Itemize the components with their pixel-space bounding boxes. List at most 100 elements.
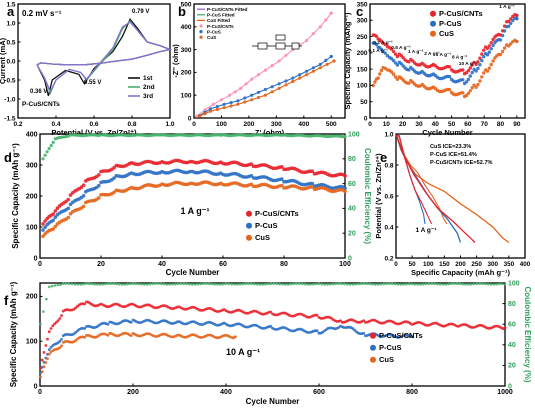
data-point xyxy=(76,283,80,286)
y-tick-label: 0 xyxy=(188,115,192,122)
data-point xyxy=(165,283,169,286)
data-point xyxy=(49,327,53,330)
legend-label: CuS xyxy=(379,355,394,364)
data-point xyxy=(51,324,55,328)
y-tick-label: 350 xyxy=(357,1,368,8)
data-point xyxy=(354,283,357,286)
data-point xyxy=(343,174,347,178)
data-point xyxy=(466,91,471,96)
data-point xyxy=(391,282,394,286)
peak-label: 0.55 V xyxy=(84,80,101,86)
data-point xyxy=(185,282,188,286)
data-point xyxy=(228,93,232,97)
data-point xyxy=(47,147,51,151)
data-point xyxy=(345,282,349,286)
x-tick-label: 80 xyxy=(280,261,288,268)
cv-curve-2nd xyxy=(36,20,173,96)
data-point xyxy=(343,189,347,194)
data-point xyxy=(468,89,472,93)
legend-label: CuS xyxy=(439,29,454,38)
data-point xyxy=(478,282,481,285)
data-point xyxy=(413,283,417,286)
y-tick-label: 250 xyxy=(357,34,368,41)
data-point xyxy=(250,282,253,286)
data-point xyxy=(362,319,366,322)
legend-label: P-CuS xyxy=(439,19,462,28)
data-point xyxy=(393,75,398,79)
data-point xyxy=(47,352,51,356)
data-point xyxy=(68,193,73,197)
data-point xyxy=(131,282,135,285)
data-point xyxy=(484,282,487,286)
data-point xyxy=(410,335,414,339)
data-point xyxy=(498,52,503,57)
data-point xyxy=(263,87,267,92)
panel-e: 0 50 100 150 200 250 300 350 400 0.2 0.4 0.6 0.8 1.0 S… xyxy=(374,131,531,277)
legend-marker xyxy=(370,344,376,351)
data-point xyxy=(188,282,191,286)
y-tick-label: 0.4 xyxy=(384,224,393,231)
scan-rate-label: 0.2 mV s⁻¹ xyxy=(22,9,62,18)
data-point xyxy=(467,283,470,286)
data-point xyxy=(46,337,49,341)
data-point xyxy=(489,41,493,45)
data-point xyxy=(470,70,474,75)
y-tick-label: 400 xyxy=(26,131,38,138)
data-point xyxy=(325,62,329,66)
data-point xyxy=(46,357,49,361)
data-point xyxy=(238,282,242,286)
data-point xyxy=(280,165,284,169)
data-point xyxy=(515,39,519,44)
data-point xyxy=(464,283,467,286)
x-tick-label: 60 xyxy=(464,121,472,128)
y-tick-label: 0.5 xyxy=(6,39,15,46)
y-tick-label: 300 xyxy=(26,162,38,169)
legend-label: P-CuS Fitted xyxy=(207,13,235,18)
data-point xyxy=(53,224,58,229)
panel-f: 0 200 400 600 800 10000100200020406080100Cycl… xyxy=(9,280,532,406)
legend-marker xyxy=(430,30,436,37)
y-axis-title: Current (mA) xyxy=(0,37,7,84)
resistor-icon xyxy=(257,42,268,50)
warburg-icon xyxy=(291,42,300,50)
data-point xyxy=(56,319,60,323)
data-point xyxy=(83,327,87,330)
data-point xyxy=(480,58,484,63)
data-point xyxy=(53,322,56,326)
panel-label-e: e xyxy=(380,150,387,165)
y-axis-title: Specific Capacity (mAh g⁻¹) xyxy=(9,281,18,387)
data-point xyxy=(353,328,357,332)
data-point xyxy=(399,283,403,286)
data-point xyxy=(376,283,380,286)
points-P-CuS xyxy=(197,54,333,118)
data-point xyxy=(422,282,425,286)
x-tick-label: 600 xyxy=(313,389,325,396)
data-point xyxy=(329,54,333,59)
data-point xyxy=(107,282,110,286)
data-point xyxy=(106,333,110,337)
data-point xyxy=(45,297,48,301)
data-point xyxy=(239,86,243,90)
data-point xyxy=(311,66,315,70)
data-point xyxy=(318,62,322,66)
x-tick-label: 300 xyxy=(487,261,498,268)
data-point xyxy=(480,75,484,79)
data-point xyxy=(66,215,71,220)
data-point xyxy=(305,69,309,73)
data-point xyxy=(39,322,42,326)
y-tick-label: -1.0 xyxy=(4,96,16,103)
data-point xyxy=(482,71,486,75)
data-point xyxy=(491,43,495,48)
legend-label: CuS xyxy=(207,35,216,40)
legend-label: P-CuS/CNTs xyxy=(379,331,423,340)
legend-marker xyxy=(199,30,203,34)
y2-axis-title: Coulombic Efficiency (%) xyxy=(523,286,532,382)
data-point xyxy=(241,282,245,286)
data-point xyxy=(447,87,452,92)
data-point xyxy=(56,283,59,287)
points-CuS xyxy=(41,180,347,239)
data-point xyxy=(277,82,281,86)
data-point xyxy=(74,306,78,310)
legend-marker xyxy=(246,222,252,229)
panel-label-d: d xyxy=(4,150,12,165)
